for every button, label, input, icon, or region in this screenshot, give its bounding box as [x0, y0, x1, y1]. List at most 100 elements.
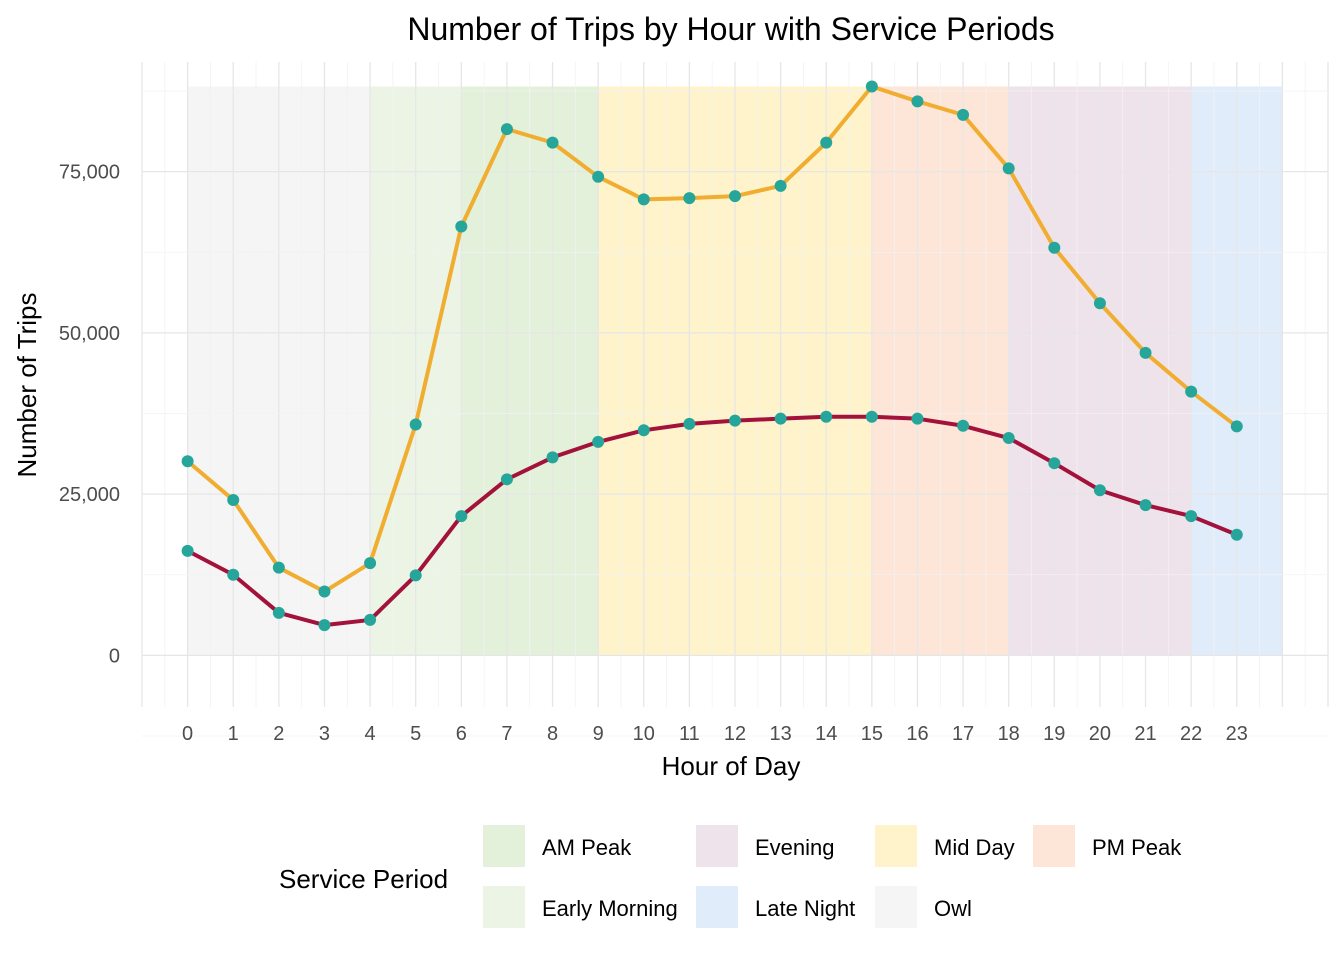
x-tick-label: 6 — [456, 723, 467, 745]
data-point-s1-23 — [1230, 420, 1243, 433]
y-tick-label: 25,000 — [59, 484, 120, 506]
x-tick-label: 16 — [906, 723, 928, 745]
data-point-s1-15 — [865, 80, 878, 93]
x-tick-label: 20 — [1089, 723, 1111, 745]
data-point-s1-12 — [729, 190, 741, 203]
data-point-s1-4 — [364, 557, 377, 570]
data-point-s2-20 — [1093, 484, 1106, 497]
series-line-1 — [185, 84, 1239, 594]
x-tick-label: 0 — [182, 723, 193, 745]
data-point-s1-1 — [227, 493, 240, 506]
legend-key-mid-day — [875, 825, 917, 867]
x-tick-label: 9 — [593, 723, 604, 745]
x-tick-label: 11 — [679, 723, 700, 745]
y-axis-ticks: 0 25,000 50,000 75,000 — [59, 162, 120, 668]
data-point-s2-8 — [546, 451, 559, 464]
legend-key-pm-peak — [1033, 825, 1075, 867]
data-point-s2-9 — [592, 435, 605, 448]
series-points — [181, 80, 1243, 632]
data-point-s2-18 — [1002, 432, 1015, 445]
data-point-s1-2 — [272, 561, 285, 574]
x-tick-label: 13 — [769, 723, 791, 745]
data-point-s1-20 — [1093, 297, 1106, 310]
legend-label-mid-day: Mid Day — [934, 835, 1015, 860]
series-lines — [185, 84, 1239, 628]
grid-lines — [141, 62, 1329, 737]
x-tick-label: 23 — [1226, 723, 1248, 745]
data-point-s2-3 — [318, 619, 331, 632]
data-point-s2-11 — [683, 417, 696, 430]
x-axis-ticks: 0 1 2 3 4 5 6 7 8 9 10 11 12 13 14 15 16 17 18 19 20 21 22 23 — [182, 723, 1248, 745]
data-point-s2-17 — [957, 419, 970, 432]
x-tick-label: 17 — [952, 723, 974, 745]
legend-label-pm-peak: PM Peak — [1092, 835, 1182, 860]
x-tick-label: 3 — [319, 723, 330, 745]
data-point-s1-0 — [181, 455, 194, 468]
data-point-s2-22 — [1185, 510, 1198, 523]
chart-title: Number of Trips by Hour with Service Per… — [407, 11, 1054, 47]
x-tick-label: 19 — [1043, 723, 1065, 745]
data-point-s2-2 — [272, 606, 285, 619]
data-point-s1-13 — [774, 179, 787, 192]
legend-title: Service Period — [279, 864, 448, 894]
x-axis-title: Hour of Day — [662, 751, 801, 781]
data-point-s1-22 — [1185, 385, 1198, 398]
x-tick-label: 14 — [815, 723, 837, 745]
data-point-s1-17 — [957, 108, 970, 121]
series-line-2 — [185, 414, 1239, 628]
data-point-s2-5 — [409, 569, 422, 582]
data-point-s2-4 — [364, 613, 377, 626]
data-point-s2-7 — [500, 473, 513, 486]
data-point-s2-15 — [865, 410, 878, 423]
data-point-s1-8 — [546, 136, 559, 149]
legend-key-early-morning — [483, 886, 525, 928]
data-point-s1-9 — [592, 170, 605, 183]
legend-label-late-night: Late Night — [755, 896, 855, 921]
data-point-s1-16 — [911, 95, 924, 108]
data-point-s2-23 — [1230, 528, 1243, 541]
data-point-s2-19 — [1048, 457, 1061, 470]
data-point-s1-3 — [318, 585, 331, 598]
y-tick-label: 0 — [109, 645, 120, 667]
data-point-s1-19 — [1048, 241, 1061, 254]
data-point-s1-10 — [637, 193, 650, 206]
data-point-s2-6 — [455, 510, 468, 523]
y-tick-label: 50,000 — [59, 323, 120, 345]
data-point-s2-16 — [911, 412, 924, 425]
legend-key-late-night — [696, 886, 738, 928]
x-tick-label: 18 — [998, 723, 1020, 745]
data-point-s1-11 — [683, 192, 696, 205]
legend-label-owl: Owl — [934, 896, 972, 921]
data-point-s2-1 — [227, 568, 240, 581]
legend-label-am-peak: AM Peak — [542, 835, 632, 860]
data-point-s1-21 — [1139, 346, 1152, 359]
y-tick-label: 75,000 — [59, 162, 120, 184]
x-tick-label: 2 — [273, 723, 284, 745]
legend-key-evening — [696, 825, 738, 867]
data-point-s1-7 — [500, 123, 513, 136]
legend-label-early-morning: Early Morning — [542, 896, 678, 921]
data-point-s2-21 — [1139, 499, 1152, 512]
data-point-s1-14 — [820, 136, 833, 149]
legend-label-evening: Evening — [755, 835, 835, 860]
data-point-s1-6 — [455, 220, 468, 233]
x-tick-label: 5 — [410, 723, 421, 745]
data-point-s1-5 — [409, 418, 422, 431]
data-point-s2-10 — [637, 424, 650, 437]
data-point-s2-13 — [774, 412, 787, 425]
data-point-s1-18 — [1002, 162, 1015, 175]
legend: Service Period AM Peak Evening Mid Day PM P… — [279, 825, 1182, 928]
x-tick-label: 21 — [1134, 723, 1156, 745]
x-tick-label: 10 — [633, 723, 655, 745]
x-tick-label: 1 — [228, 723, 239, 745]
x-tick-label: 12 — [724, 723, 746, 745]
x-tick-label: 7 — [501, 723, 512, 745]
x-tick-label: 22 — [1180, 723, 1202, 745]
y-axis-title: Number of Trips — [12, 293, 42, 478]
data-point-s2-12 — [729, 414, 741, 427]
data-point-s2-14 — [820, 410, 833, 423]
x-tick-label: 15 — [861, 723, 883, 745]
data-point-s2-0 — [181, 544, 194, 557]
x-tick-label: 8 — [547, 723, 558, 745]
